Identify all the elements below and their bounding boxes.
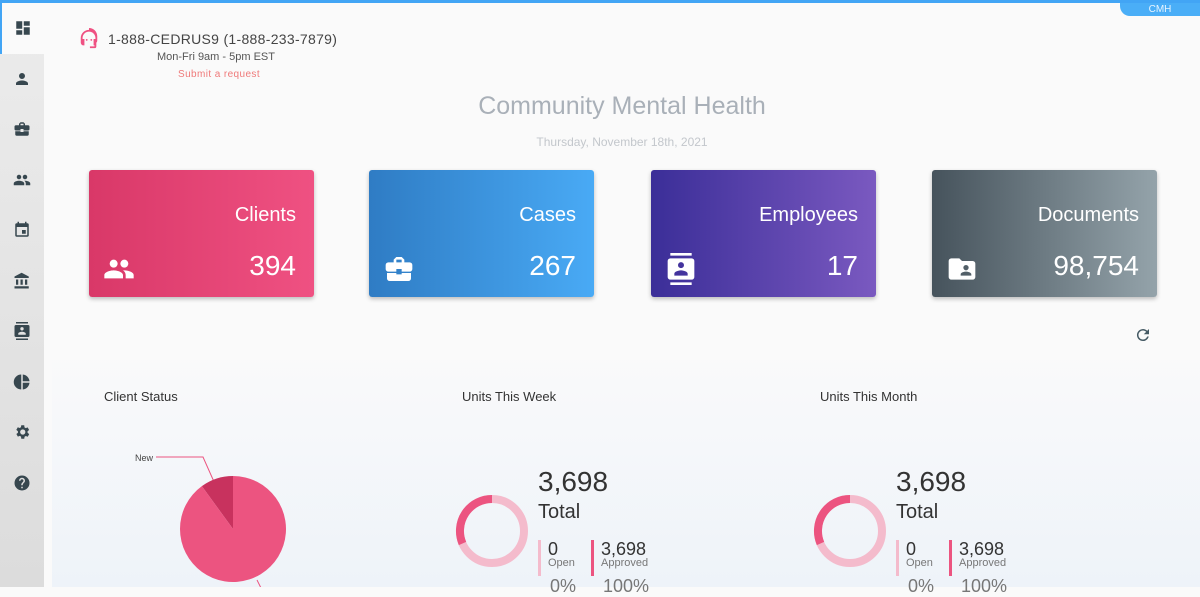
units-approved: 3,698 Approved 100% bbox=[949, 539, 1007, 596]
card-label: Clients bbox=[234, 204, 296, 226]
group-icon bbox=[104, 259, 134, 279]
calendar-icon bbox=[15, 222, 29, 237]
units-week-title: Units This Week bbox=[462, 389, 557, 404]
units-donut bbox=[455, 494, 528, 567]
top-accent-bar bbox=[0, 0, 1200, 3]
approved-label: Approved bbox=[959, 557, 1007, 569]
units-total-label: Total bbox=[538, 501, 581, 523]
donut-arc bbox=[813, 494, 851, 546]
client-status-pie: New bbox=[135, 453, 286, 587]
page-title: Community Mental Health bbox=[478, 92, 766, 120]
bank-icon bbox=[14, 272, 29, 289]
pie-leader-line bbox=[256, 579, 262, 587]
pie-chart-icon bbox=[13, 374, 30, 390]
card-value: 267 bbox=[529, 250, 576, 281]
approved-count: 3,698 bbox=[959, 539, 1005, 559]
page-date: Thursday, November 18th, 2021 bbox=[536, 135, 708, 149]
sidebar-item-dashboard[interactable] bbox=[0, 3, 44, 54]
units-total: 3,698 bbox=[896, 466, 967, 497]
open-label: Open bbox=[906, 557, 933, 569]
pie-leader-line-new bbox=[156, 456, 216, 485]
group-icon bbox=[13, 174, 31, 185]
sidebar-item-settings[interactable] bbox=[0, 407, 44, 458]
client-status-title: Client Status bbox=[104, 389, 178, 404]
open-count: 0 bbox=[548, 539, 559, 559]
help-icon bbox=[14, 475, 30, 491]
contact-card-icon bbox=[667, 253, 695, 285]
card-value: 394 bbox=[249, 250, 296, 281]
sidebar bbox=[0, 3, 44, 587]
support-contact: 1-888-CEDRUS9 (1-888-233-7879) Mon-Fri 9… bbox=[78, 28, 338, 80]
support-phone: 1-888-CEDRUS9 (1-888-233-7879) bbox=[108, 31, 338, 47]
card-label: Documents bbox=[1037, 204, 1139, 226]
submit-request-link[interactable]: Submit a request bbox=[178, 69, 260, 80]
headset-support-icon bbox=[80, 28, 98, 49]
units-month-title: Units This Month bbox=[820, 389, 918, 404]
approved-label: Approved bbox=[601, 557, 649, 569]
units-open: 0 Open 0% bbox=[538, 539, 576, 596]
sidebar-item-clients[interactable] bbox=[0, 54, 44, 105]
units-approved: 3,698 Approved 100% bbox=[591, 539, 649, 596]
cases-card[interactable]: Cases 267 bbox=[369, 170, 594, 297]
card-label: Cases bbox=[519, 204, 576, 226]
card-value: 98,754 bbox=[1053, 250, 1139, 281]
folder-icon bbox=[948, 258, 976, 280]
open-label: Open bbox=[548, 557, 575, 569]
units-donut bbox=[813, 494, 886, 567]
units-total-label: Total bbox=[896, 501, 939, 523]
sidebar-item-help[interactable] bbox=[0, 458, 44, 509]
units-total: 3,698 bbox=[538, 466, 609, 497]
open-count: 0 bbox=[906, 539, 917, 559]
person-icon bbox=[16, 72, 28, 85]
sidebar-item-employees[interactable] bbox=[0, 155, 44, 206]
sidebar-item-billing[interactable] bbox=[0, 256, 44, 307]
card-value: 17 bbox=[826, 250, 858, 281]
pie-slice-new[interactable] bbox=[201, 476, 233, 529]
units-open: 0 Open 0% bbox=[896, 539, 934, 596]
briefcase-icon bbox=[14, 122, 30, 136]
employees-card[interactable]: Employees 17 bbox=[651, 170, 876, 297]
refresh-icon[interactable] bbox=[1134, 326, 1152, 344]
sidebar-item-reports[interactable] bbox=[0, 357, 44, 408]
support-hours: Mon-Fri 9am - 5pm EST bbox=[157, 51, 275, 63]
briefcase-icon bbox=[385, 257, 413, 281]
sidebar-item-contacts[interactable] bbox=[0, 306, 44, 357]
pie-label-new: New bbox=[135, 453, 154, 463]
documents-card[interactable]: Documents 98,754 bbox=[932, 170, 1157, 297]
pie-slice-other[interactable] bbox=[179, 476, 286, 582]
org-badge[interactable]: CMH bbox=[1120, 3, 1200, 16]
sidebar-item-calendar[interactable] bbox=[0, 205, 44, 256]
gear-icon bbox=[16, 425, 30, 439]
contact-card-icon bbox=[14, 322, 30, 341]
card-label: Employees bbox=[759, 204, 858, 226]
dashboard-icon bbox=[16, 21, 30, 35]
approved-count: 3,698 bbox=[601, 539, 647, 559]
clients-card[interactable]: Clients 394 bbox=[89, 170, 314, 297]
sidebar-item-cases[interactable] bbox=[0, 104, 44, 155]
donut-arc bbox=[455, 494, 493, 546]
